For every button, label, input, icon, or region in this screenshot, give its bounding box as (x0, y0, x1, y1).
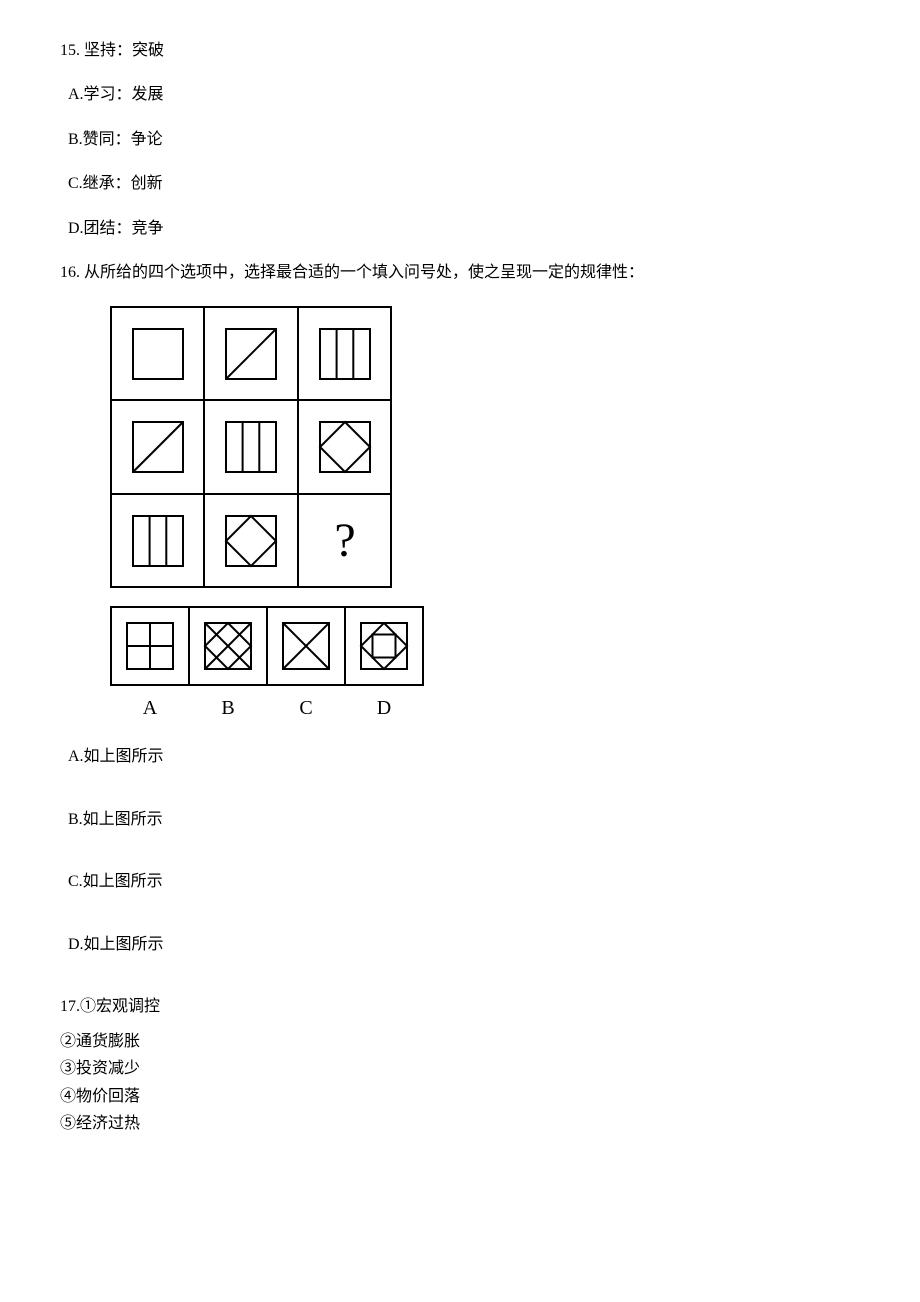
question-17: 17.①宏观调控 ②通货膨胀 ③投资减少 ④物价回落 ⑤经济过热 (60, 996, 860, 1137)
q16-option-a[interactable]: A.如上图所示 (68, 746, 860, 768)
q16-option-c[interactable]: C.如上图所示 (68, 871, 860, 893)
answer-label-a: A (143, 697, 158, 719)
cell-1-2 (226, 329, 276, 379)
cell-2-3 (320, 422, 370, 472)
answer-label-c: C (299, 697, 312, 719)
q15-stem: 15. 坚持：突破 (60, 40, 860, 62)
cell-1-1 (133, 329, 183, 379)
q17-line-5: ⑤经济过热 (60, 1110, 860, 1137)
q15-option-c[interactable]: C.继承：创新 (68, 173, 860, 195)
cell-2-2 (226, 422, 276, 472)
q17-line-4: ④物价回落 (60, 1083, 860, 1110)
question-16: 16. 从所给的四个选项中，选择最合适的一个填入问号处，使之呈现一定的规律性： (60, 262, 860, 956)
q17-line-3: ③投资减少 (60, 1055, 860, 1082)
q16-option-b[interactable]: B.如上图所示 (68, 809, 860, 831)
q15-number: 15. (60, 42, 80, 59)
answer-cell-c[interactable] (283, 623, 329, 669)
q17-line-2: ②通货膨胀 (60, 1028, 860, 1055)
q16-stem-text: 从所给的四个选项中，选择最合适的一个填入问号处，使之呈现一定的规律性： (84, 264, 644, 281)
question-15: 15. 坚持：突破 A.学习：发展 B.赞同：争论 C.继承：创新 D.团结：竞… (60, 40, 860, 240)
q16-grid-svg: ? (110, 306, 392, 588)
cell-2-1 (133, 422, 183, 472)
answer-cell-d[interactable] (361, 623, 407, 669)
answer-cell-a[interactable] (127, 623, 173, 669)
cell-1-3 (320, 329, 370, 379)
cell-3-2 (226, 516, 276, 566)
svg-text:?: ? (334, 514, 355, 567)
q16-answers-svg: A B C D (110, 606, 430, 724)
answer-cell-b[interactable] (205, 623, 251, 669)
q15-option-d[interactable]: D.团结：竞争 (68, 218, 860, 240)
answer-label-d: D (377, 697, 391, 719)
q15-option-a[interactable]: A.学习：发展 (68, 84, 860, 106)
answer-label-b: B (221, 697, 234, 719)
q15-option-b[interactable]: B.赞同：争论 (68, 129, 860, 151)
q17-number: 17. (60, 998, 80, 1015)
q16-option-d[interactable]: D.如上图所示 (68, 934, 860, 956)
q16-number: 16. (60, 264, 80, 281)
q16-figure: ? (110, 306, 860, 724)
q17-line-1: ①宏观调控 (80, 998, 160, 1015)
cell-3-1 (133, 516, 183, 566)
q15-stem-text: 坚持：突破 (84, 42, 164, 59)
cell-3-3: ? (334, 514, 355, 567)
q16-stem-line: 16. 从所给的四个选项中，选择最合适的一个填入问号处，使之呈现一定的规律性： (60, 262, 860, 284)
